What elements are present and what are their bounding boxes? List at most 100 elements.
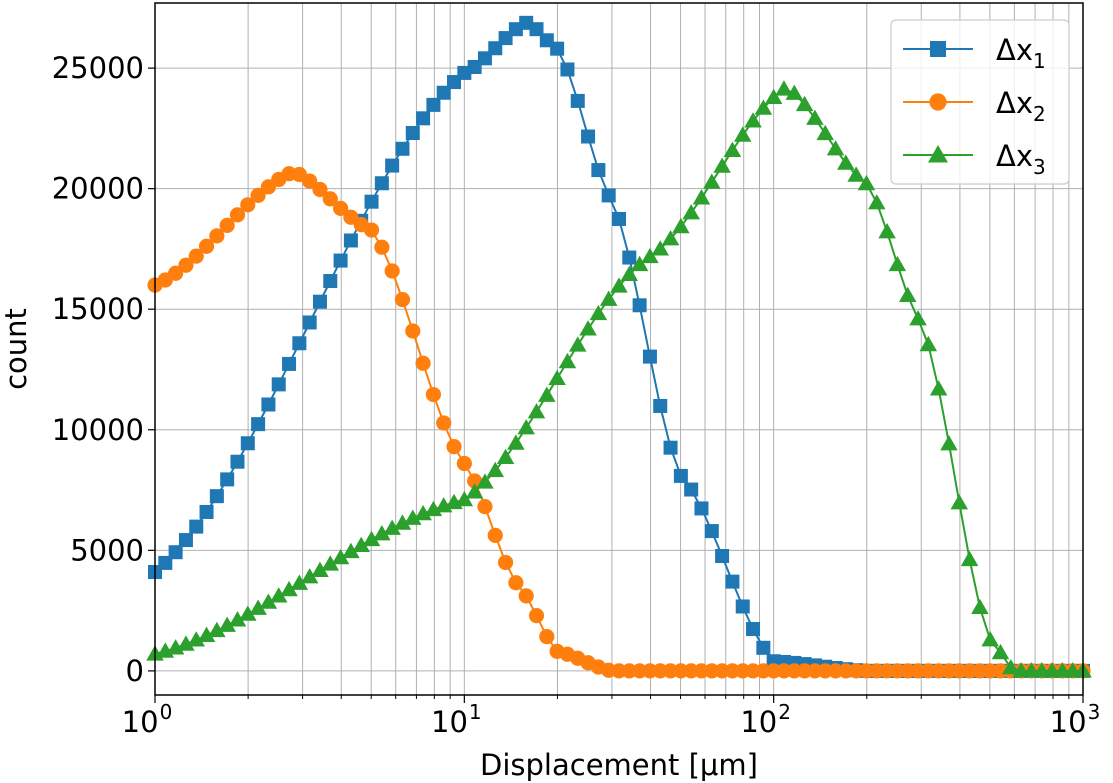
- data-point: [290, 574, 309, 590]
- y-axis-label: count: [0, 308, 33, 390]
- data-point: [446, 438, 462, 455]
- data-point: [333, 253, 348, 268]
- data-point: [177, 635, 195, 651]
- data-point: [663, 440, 678, 455]
- data-point: [940, 435, 958, 451]
- data-point: [929, 380, 948, 396]
- data-point: [168, 545, 183, 560]
- data-point: [385, 158, 400, 173]
- data-point: [610, 277, 628, 293]
- data-point: [229, 207, 246, 223]
- data-point: [271, 377, 286, 392]
- data-point: [785, 84, 804, 100]
- data-point: [991, 643, 1010, 660]
- data-point: [673, 468, 688, 483]
- data-point: [560, 62, 575, 77]
- series-layer: [146, 15, 1092, 679]
- data-point: [661, 230, 680, 246]
- data-point: [426, 97, 441, 112]
- data-point: [311, 561, 329, 577]
- x-tick-label: 101: [431, 700, 482, 739]
- data-point: [754, 99, 773, 115]
- data-point: [725, 574, 740, 589]
- data-point: [322, 191, 338, 207]
- data-point: [653, 398, 668, 413]
- data-point: [178, 257, 194, 273]
- data-point: [929, 93, 947, 111]
- data-point: [672, 217, 690, 234]
- y-tick-label: 20000: [52, 172, 144, 206]
- data-point: [331, 548, 350, 565]
- data-point: [414, 504, 432, 521]
- data-point: [888, 255, 907, 272]
- data-point: [960, 550, 979, 567]
- data-point: [746, 622, 761, 637]
- data-point: [425, 386, 441, 403]
- data-point: [393, 514, 412, 530]
- data-point: [436, 415, 452, 431]
- data-point: [280, 580, 298, 597]
- data-point: [579, 320, 597, 336]
- data-point: [239, 605, 257, 621]
- data-point: [455, 490, 474, 507]
- data-point: [240, 436, 255, 451]
- data-point: [302, 173, 318, 189]
- data-point: [528, 608, 545, 624]
- data-point: [321, 555, 340, 571]
- data-point: [622, 250, 637, 265]
- data-point: [651, 240, 669, 256]
- data-point: [312, 181, 328, 198]
- data-point: [518, 588, 534, 604]
- data-point: [465, 483, 484, 499]
- data-point: [599, 290, 618, 306]
- x-axis-label: Displacement [μm]: [480, 748, 758, 782]
- data-point: [487, 527, 503, 544]
- data-point: [630, 255, 649, 272]
- data-point: [300, 568, 319, 584]
- data-point: [456, 455, 472, 472]
- data-point: [250, 187, 266, 203]
- data-point: [188, 248, 204, 264]
- data-point: [715, 548, 730, 563]
- data-point: [756, 640, 771, 655]
- data-point: [197, 626, 216, 642]
- data-point: [333, 200, 349, 216]
- data-point: [735, 599, 750, 614]
- data-point: [558, 352, 577, 369]
- data-point: [950, 494, 969, 510]
- y-tick-label: 10000: [52, 413, 144, 447]
- data-point: [219, 217, 235, 233]
- data-point: [261, 397, 276, 412]
- data-point: [405, 126, 420, 141]
- y-tick-label: 25000: [52, 51, 144, 85]
- data-point: [601, 188, 616, 203]
- plot-frame: [154, 2, 1084, 696]
- grid: [154, 3, 1083, 695]
- data-point: [868, 194, 886, 210]
- data-point: [641, 247, 659, 264]
- data-point: [497, 554, 514, 571]
- data-point: [292, 336, 307, 351]
- y-tick-label: 0: [126, 654, 144, 688]
- series-3: [146, 80, 1092, 678]
- data-point: [384, 263, 400, 279]
- data-point: [209, 489, 224, 504]
- data-point: [395, 141, 410, 156]
- data-point: [187, 631, 205, 647]
- data-point: [971, 598, 989, 615]
- data-point: [209, 228, 225, 244]
- data-point: [374, 239, 390, 255]
- ticks: 0 5000 10000 15000 20000 25000 100 101 102 103: [52, 51, 1101, 739]
- data-point: [764, 88, 783, 105]
- data-point: [374, 176, 389, 191]
- data-point: [323, 274, 338, 289]
- data-point: [589, 304, 608, 321]
- y-tick-label: 5000: [70, 533, 144, 567]
- data-point: [343, 233, 358, 248]
- data-point: [692, 189, 711, 205]
- x-tick-label: 103: [1050, 700, 1101, 739]
- data-point: [857, 174, 876, 191]
- data-point: [228, 611, 247, 627]
- data-point: [415, 355, 431, 371]
- data-point: [878, 223, 896, 239]
